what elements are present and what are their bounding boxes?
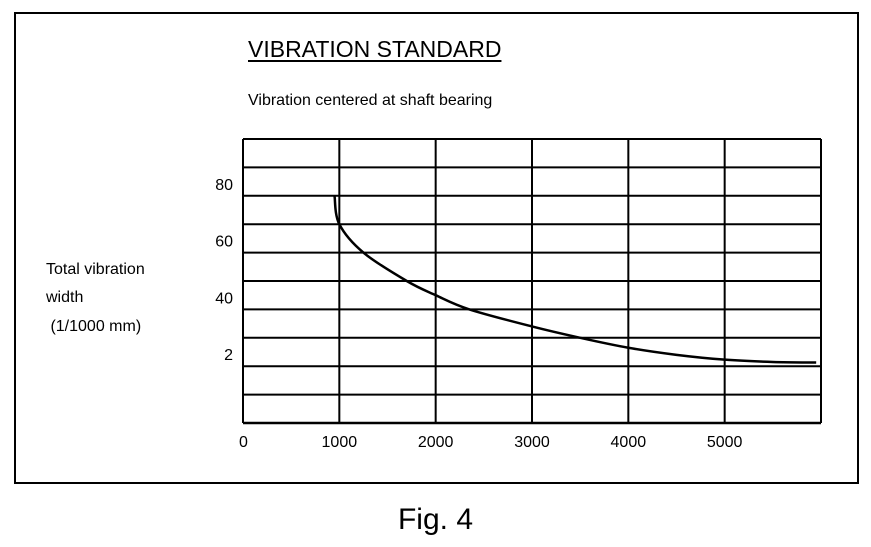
chart-frame [14, 12, 859, 484]
x-tick-label: 2000 [418, 434, 454, 451]
y-tick-label: 2 [224, 347, 233, 364]
y-axis-label-line-1: Total vibration [46, 261, 145, 278]
y-tick-label: 80 [215, 177, 233, 194]
y-tick-label: 40 [215, 290, 233, 307]
x-tick-label: 0 [239, 434, 248, 451]
chart-title: VIBRATION STANDARD [248, 36, 502, 62]
x-tick-label: 3000 [514, 434, 550, 451]
x-tick-label: 4000 [611, 434, 647, 451]
y-axis-label-line-3: (1/1000 mm) [46, 318, 142, 335]
chart-subtitle: Vibration centered at shaft bearing [248, 92, 493, 109]
series-line [333, 195, 817, 364]
y-axis-label-line-2: width [46, 289, 84, 306]
y-tick-label: 60 [215, 234, 233, 251]
x-tick-label: 1000 [322, 434, 358, 451]
x-tick-label: 5000 [707, 434, 743, 451]
figure-caption: Fig. 4 [397, 503, 474, 536]
